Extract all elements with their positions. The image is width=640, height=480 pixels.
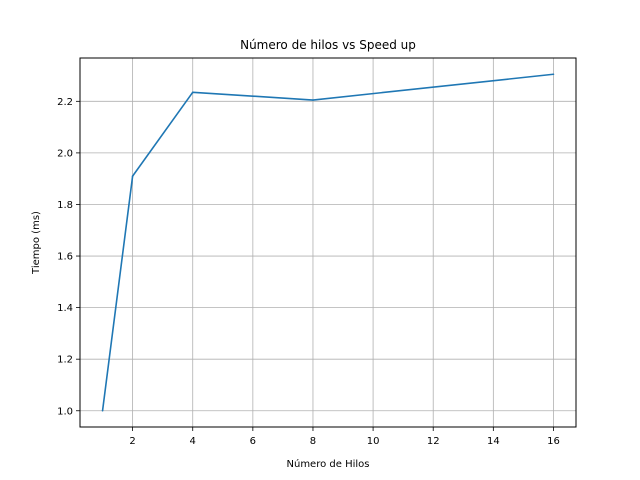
data-point xyxy=(312,99,314,101)
x-tick-label: 4 xyxy=(190,436,196,447)
y-tick-label: 1.6 xyxy=(57,252,73,263)
x-tick-label: 14 xyxy=(487,436,500,447)
data-point xyxy=(131,175,134,177)
x-tick-label: 8 xyxy=(310,436,316,447)
y-tick-label: 1.0 xyxy=(57,406,73,417)
x-axis-ticks: 2 4 6 8 10 12 14 16 xyxy=(129,427,560,447)
y-axis-label: Tiempo (ms) xyxy=(31,211,42,275)
data-point xyxy=(552,73,555,76)
x-tick-label: 16 xyxy=(547,436,560,447)
y-tick-label: 2.2 xyxy=(57,97,73,108)
x-tick-label: 10 xyxy=(367,436,380,447)
x-tick-label: 6 xyxy=(250,436,256,447)
y-tick-label: 2.0 xyxy=(57,148,73,159)
y-tick-label: 1.2 xyxy=(57,355,73,366)
x-tick-label: 12 xyxy=(427,436,440,447)
chart-title: Número de hilos vs Speed up xyxy=(240,38,416,52)
y-tick-label: 1.8 xyxy=(57,200,73,211)
y-tick-label: 1.4 xyxy=(57,303,73,314)
data-point xyxy=(101,409,104,412)
data-point xyxy=(191,91,194,94)
y-axis-ticks: 1.0 1.2 1.4 1.6 1.8 2.0 2.2 xyxy=(57,97,80,417)
plot-frame xyxy=(79,57,577,428)
grid-lines xyxy=(80,58,576,427)
x-tick-label: 2 xyxy=(129,436,135,447)
x-axis-label: Número de Hilos xyxy=(287,458,370,470)
series-layer xyxy=(101,73,555,412)
